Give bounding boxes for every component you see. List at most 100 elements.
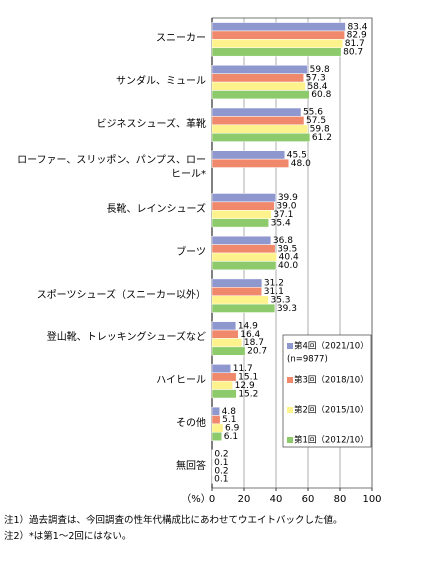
y-tick-label: 長靴、レインシューズ [106, 204, 207, 216]
y-tick-label: 登山靴、トレッキングシューズなど [46, 332, 206, 344]
value-label: 40.0 [278, 261, 298, 271]
bar [211, 278, 263, 288]
bar [211, 193, 277, 203]
x-tick-label: 100 [362, 494, 381, 505]
value-label: 35.4 [271, 218, 291, 228]
value-label: 36.8 [273, 236, 293, 246]
value-label: 39.5 [277, 244, 297, 254]
bar [211, 295, 269, 305]
value-label: 40.4 [279, 253, 299, 263]
value-label: 15.1 [238, 372, 258, 382]
value-label: 48.0 [291, 159, 311, 169]
bar [211, 65, 308, 74]
bar [211, 380, 233, 390]
value-label: 58.4 [307, 82, 327, 92]
y-tick-label: その他 [176, 417, 206, 429]
value-label: 59.8 [310, 125, 330, 135]
value-label: 45.5 [287, 150, 307, 160]
bar [211, 30, 345, 40]
bar [211, 107, 302, 117]
bar [211, 432, 223, 441]
bar [211, 321, 237, 331]
value-label: 20.7 [247, 347, 267, 357]
value-label: 5.1 [222, 415, 236, 425]
bar [211, 372, 237, 382]
bar [211, 73, 304, 83]
value-label: 55.6 [303, 108, 323, 118]
bar [211, 406, 220, 416]
y-tick-label: スニーカー [156, 33, 206, 45]
y-tick-label: ビジネスシューズ、革靴 [96, 118, 207, 130]
y-tick-label: スポーツシューズ（スニーカー以外） [36, 289, 206, 301]
legend-label: 第1回（2012/10） [294, 435, 369, 446]
legend-swatch [287, 377, 293, 383]
value-label: 12.9 [235, 381, 255, 391]
bar [211, 244, 276, 254]
y-tick-label: 無回答 [176, 460, 206, 472]
value-label: 6.9 [225, 424, 240, 434]
bar [211, 338, 243, 348]
y-tick-label: ハイヒール [156, 375, 206, 387]
bar [211, 329, 239, 339]
bar [211, 287, 263, 296]
value-label: 4.8 [222, 407, 237, 417]
legend-label: 第2回（2015/10） [294, 405, 369, 416]
y-tick-label: ブーツ [176, 247, 206, 258]
bar [211, 303, 276, 313]
bar [211, 423, 224, 433]
bar [211, 389, 237, 399]
bar [211, 158, 290, 168]
value-label: 81.7 [345, 39, 365, 49]
bar [211, 210, 272, 219]
bar [211, 346, 246, 356]
value-label: 57.5 [306, 116, 326, 126]
bar [211, 415, 221, 425]
value-label: 0.1 [214, 475, 228, 485]
x-tick-label: 40 [270, 494, 283, 505]
bar [211, 81, 306, 91]
value-label: 60.8 [311, 90, 331, 100]
bar [211, 90, 310, 100]
value-label: 0.2 [214, 466, 228, 476]
legend-swatch [287, 437, 293, 443]
bar [211, 235, 272, 245]
x-axis-label: （%） [181, 493, 211, 505]
value-label: 31.2 [264, 279, 284, 289]
bar [211, 47, 342, 57]
value-label: 80.7 [343, 47, 363, 57]
value-label: 83.4 [347, 22, 367, 32]
note: 注2）*は第1～2回にはない。 [4, 531, 132, 542]
legend-swatch [287, 407, 293, 413]
bar [211, 261, 277, 271]
bar [211, 39, 343, 49]
x-tick-label: 0 [209, 494, 215, 505]
value-label: 0.1 [214, 458, 228, 468]
value-label: 39.9 [278, 193, 298, 203]
value-label: 39.3 [277, 304, 297, 314]
value-label: 15.2 [238, 389, 258, 399]
legend-box [282, 334, 372, 448]
value-label: 6.1 [224, 432, 238, 442]
value-label: 18.7 [244, 338, 264, 348]
value-label: 39.0 [276, 202, 296, 212]
bar [211, 201, 275, 211]
value-label: 57.3 [306, 73, 326, 83]
legend-label: 第3回（2018/10） [294, 375, 369, 386]
x-tick-label: 20 [238, 494, 251, 505]
bar [211, 252, 277, 262]
bar [211, 150, 286, 160]
bar [211, 116, 305, 126]
legend-label: 第4回（2021/10） [294, 341, 369, 352]
x-tick-label: 80 [334, 494, 347, 505]
bar [211, 22, 346, 32]
value-label: 59.8 [310, 65, 330, 75]
x-tick-label: 60 [302, 494, 315, 505]
value-label: 0.2 [214, 450, 228, 460]
value-label: 11.7 [233, 364, 253, 374]
value-label: 82.9 [347, 31, 367, 41]
bar [211, 124, 308, 134]
value-label: 16.4 [240, 330, 260, 340]
bar [211, 364, 231, 374]
value-label: 61.2 [312, 133, 332, 143]
